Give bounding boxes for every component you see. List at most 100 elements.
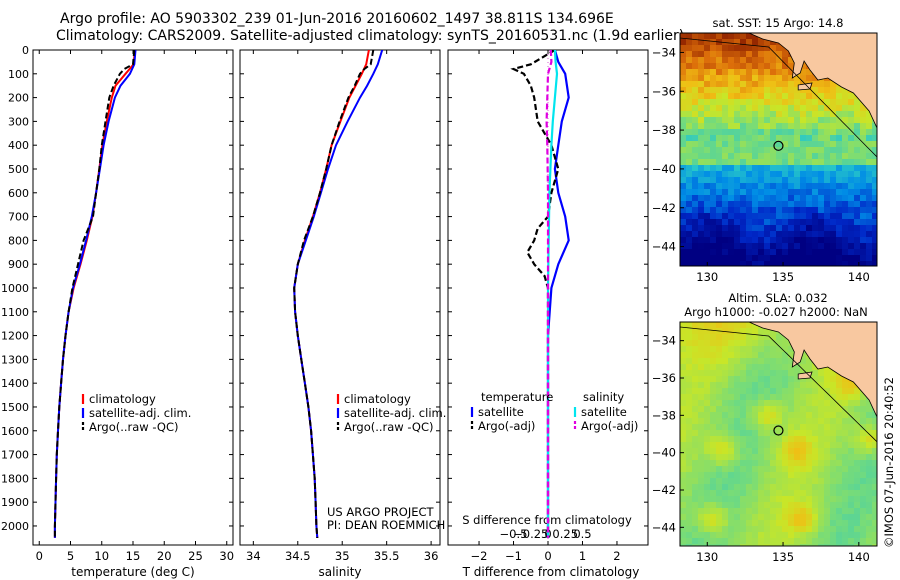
map-cell [680, 460, 687, 467]
map-cell [746, 346, 753, 353]
map-cell [752, 478, 759, 485]
x-tick-label: 0 [544, 549, 551, 563]
map-cell [842, 382, 849, 389]
map-cell [854, 111, 861, 118]
map-cell [800, 490, 807, 497]
map-cell [704, 63, 711, 70]
map-cell [794, 412, 801, 419]
map-cell [752, 87, 759, 94]
map-cell [806, 406, 813, 413]
map-cell [794, 261, 801, 266]
map-cell [734, 237, 741, 244]
map-cell [698, 418, 705, 425]
map-cell [824, 231, 831, 238]
map-cell [854, 388, 861, 395]
map-cell [848, 231, 855, 238]
map-cell [830, 141, 837, 148]
map-cell [854, 490, 861, 497]
map-cell [758, 376, 765, 383]
map-cell [710, 406, 717, 413]
map-cell [722, 418, 729, 425]
map-cell [800, 183, 807, 190]
map-cell [734, 231, 741, 238]
map-cell [836, 201, 843, 208]
map-frame [679, 321, 878, 547]
map-cell [776, 57, 783, 64]
map-cell [686, 352, 693, 359]
map-cell [698, 532, 705, 539]
map-cell [854, 213, 861, 220]
map-cell [728, 57, 735, 64]
map-cell [776, 478, 783, 485]
map-cell [752, 249, 759, 256]
map-cell [716, 376, 723, 383]
map-cell [716, 484, 723, 491]
map-cell [866, 514, 873, 521]
map-cell [704, 358, 711, 365]
map-cell [788, 496, 795, 503]
map-cell [698, 466, 705, 473]
map-cell [734, 39, 741, 46]
map-cell [812, 466, 819, 473]
map-cell [746, 99, 753, 106]
map-cell [830, 430, 837, 437]
map-cell [752, 171, 759, 178]
map-cell [686, 376, 693, 383]
map-cell [788, 532, 795, 539]
map-cell [692, 358, 699, 365]
lat-tick-label: −36 [652, 84, 676, 98]
x-tick-label: 10 [94, 549, 109, 563]
map-cell [794, 225, 801, 232]
map-cell [716, 502, 723, 509]
map-cell [722, 376, 729, 383]
map-cell [794, 111, 801, 118]
map-cell [794, 159, 801, 166]
map-cell [686, 424, 693, 431]
map-cell [758, 213, 765, 220]
map-cell [740, 370, 747, 377]
map-cell [746, 370, 753, 377]
map-cell [776, 382, 783, 389]
map-cell [734, 322, 741, 329]
map-cell [812, 520, 819, 527]
map-cell [704, 400, 711, 407]
map-cell [794, 201, 801, 208]
map-cell [806, 490, 813, 497]
map-cell [704, 322, 711, 329]
map-cell [794, 219, 801, 226]
map-cell [872, 141, 877, 148]
map-cell [758, 478, 765, 485]
map-cell [698, 502, 705, 509]
map-cell [758, 159, 765, 166]
map-cell [728, 322, 735, 329]
map-cell [692, 75, 699, 82]
map-cell [848, 213, 855, 220]
map-cell [698, 538, 705, 545]
map-cell [770, 177, 777, 184]
map-cell [680, 99, 687, 106]
map-cell [728, 201, 735, 208]
map-cell [830, 153, 837, 160]
map-cell [734, 249, 741, 256]
map-cell [686, 57, 693, 64]
map-cell [782, 436, 789, 443]
map-cell [770, 93, 777, 100]
map-cell [776, 237, 783, 244]
map-cell [734, 538, 741, 545]
map-cell [740, 544, 747, 546]
map-cell [686, 532, 693, 539]
map-cell [836, 117, 843, 124]
map-cell [746, 261, 753, 266]
map-cell [728, 237, 735, 244]
map-cell [806, 364, 813, 371]
map-cell [848, 177, 855, 184]
map-cell [728, 520, 735, 527]
map-cell [728, 346, 735, 353]
map-cell [752, 406, 759, 413]
map-cell [734, 454, 741, 461]
map-cell [776, 51, 783, 58]
map-cell [728, 45, 735, 52]
map-cell [866, 165, 873, 172]
map-cell [704, 484, 711, 491]
map-cell [800, 135, 807, 142]
